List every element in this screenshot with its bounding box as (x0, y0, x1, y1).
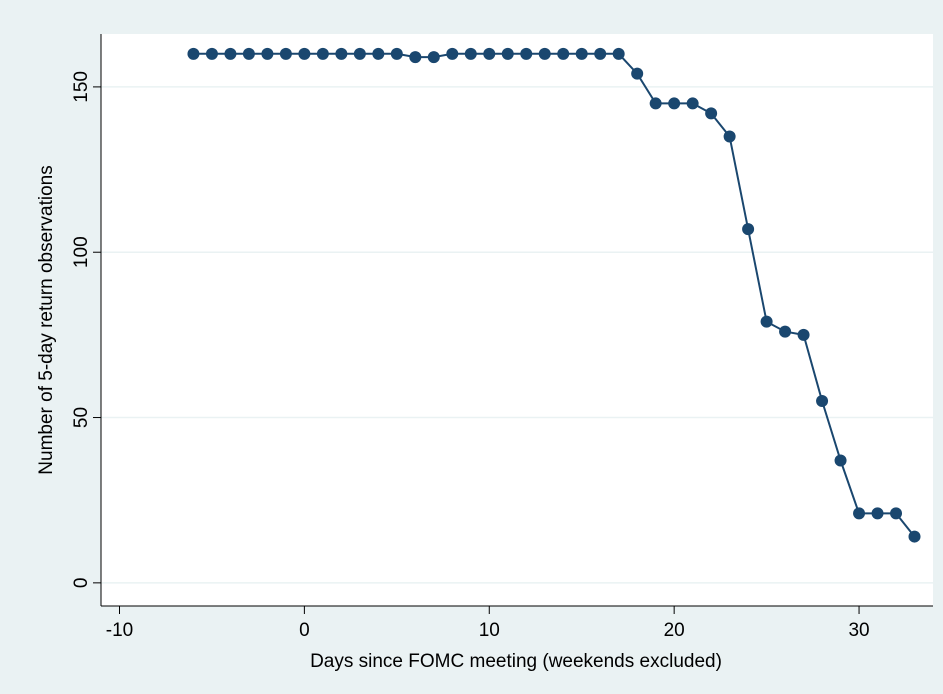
data-point (464, 47, 477, 60)
data-point (446, 47, 459, 60)
data-point (520, 47, 533, 60)
data-point (409, 51, 422, 64)
data-point (908, 530, 921, 543)
x-ticks: -10 0 10 20 30 (106, 606, 870, 641)
data-point (224, 47, 237, 60)
y-axis-label: Number of 5-day return observations (36, 165, 57, 474)
data-point (834, 454, 847, 467)
data-point (205, 47, 218, 60)
data-point (871, 507, 884, 520)
y-tick-label: 100 (71, 236, 92, 268)
data-point (353, 47, 366, 60)
data-point (760, 315, 773, 328)
data-point (594, 47, 607, 60)
data-point (427, 51, 440, 64)
data-point (390, 47, 403, 60)
x-tick-label: 20 (664, 620, 685, 641)
y-tick-label: 50 (71, 407, 92, 428)
data-point (557, 47, 570, 60)
x-tick-label: 30 (848, 620, 869, 641)
data-point (483, 47, 496, 60)
series-layer (187, 47, 921, 543)
data-point (501, 47, 514, 60)
data-point (668, 97, 681, 110)
data-point (612, 47, 625, 60)
data-point (335, 47, 348, 60)
y-tick-label: 0 (71, 578, 92, 589)
data-point (631, 67, 644, 80)
data-point (742, 223, 755, 236)
y-ticks: 0 50 100 150 (71, 71, 101, 588)
data-point (298, 47, 311, 60)
data-point (705, 107, 718, 120)
x-tick-label: -10 (106, 620, 133, 641)
data-point (261, 47, 274, 60)
data-point (686, 97, 699, 110)
plot-area (101, 34, 933, 606)
y-tick-label: 150 (71, 71, 92, 103)
data-point (797, 328, 810, 341)
data-point (372, 47, 385, 60)
series-line (193, 52, 916, 538)
x-axis-label: Days since FOMC meeting (weekends exclud… (310, 651, 722, 672)
data-point (538, 47, 551, 60)
gridlines (101, 86, 933, 584)
data-point (187, 47, 200, 60)
data-point (279, 47, 292, 60)
data-point (575, 47, 588, 60)
data-point (649, 97, 662, 110)
data-point (316, 47, 329, 60)
x-tick-label: 10 (479, 620, 500, 641)
data-point (723, 130, 736, 143)
data-point (779, 325, 792, 338)
data-point (242, 47, 255, 60)
data-point (816, 395, 829, 408)
data-point (890, 507, 903, 520)
data-point (853, 507, 866, 520)
x-tick-label: 0 (299, 620, 310, 641)
